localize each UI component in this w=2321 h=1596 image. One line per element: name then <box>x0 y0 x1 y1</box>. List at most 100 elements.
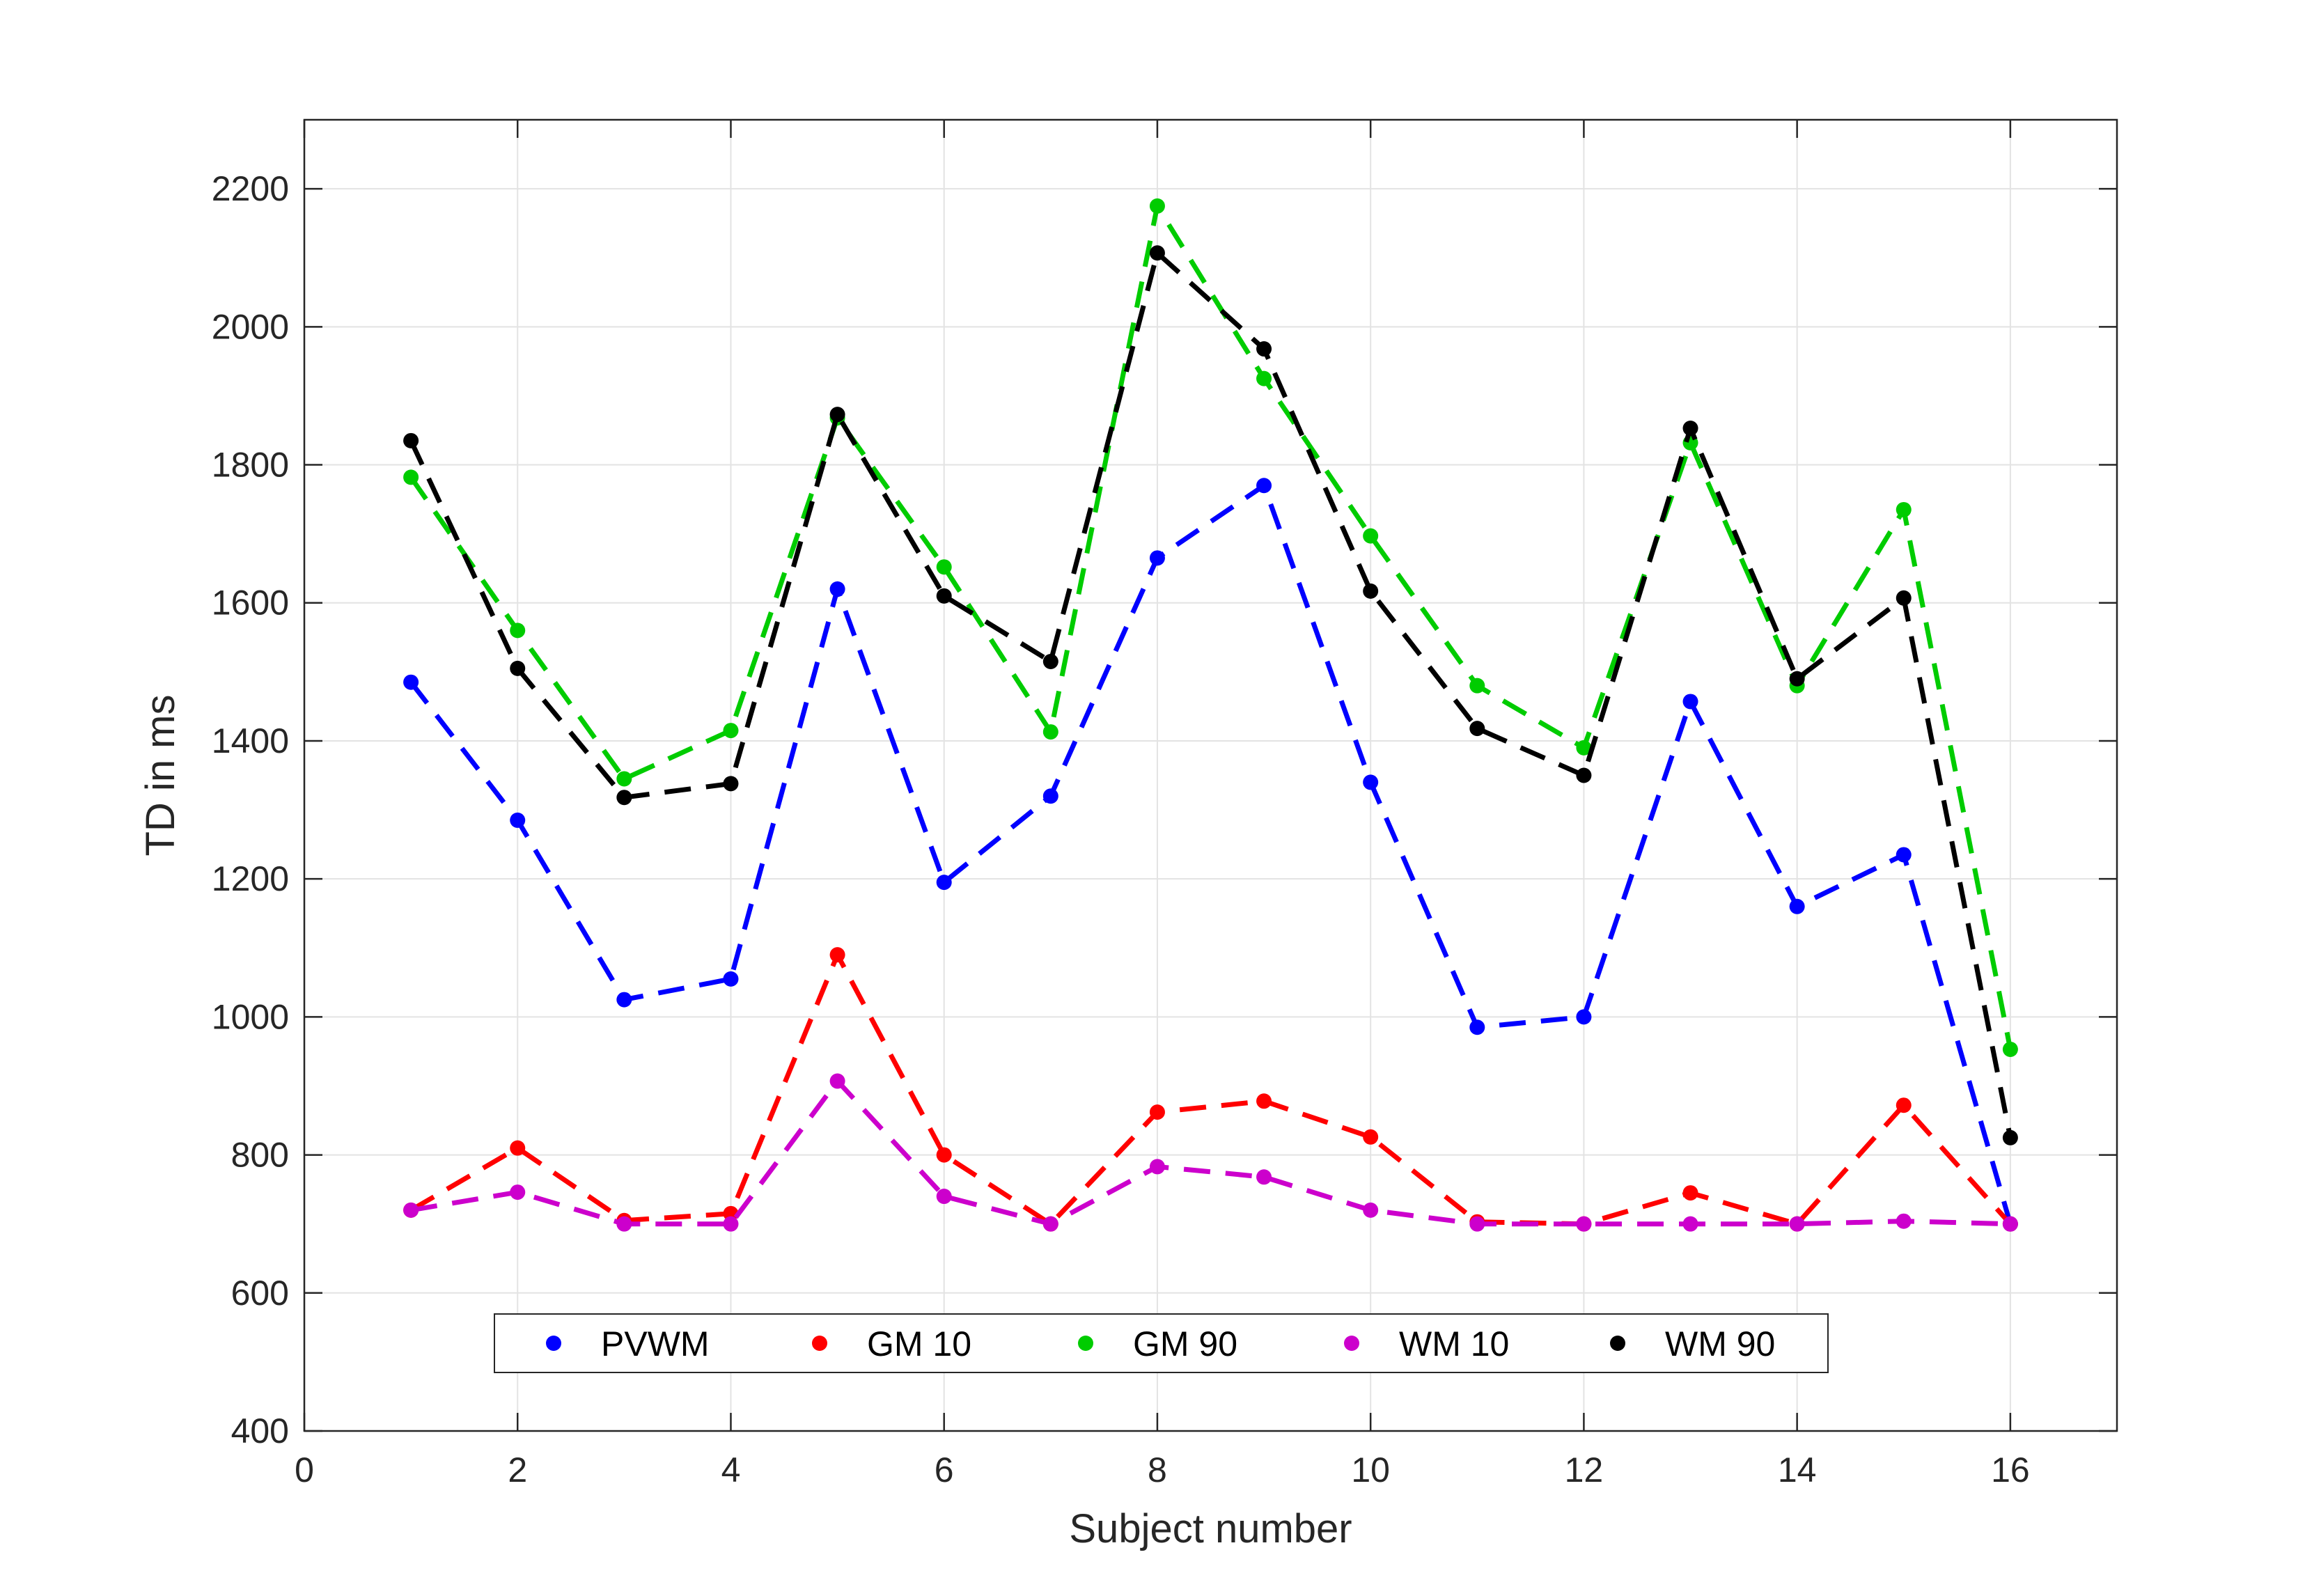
x-tick-label: 14 <box>1778 1450 1817 1489</box>
data-point <box>2002 1216 2018 1232</box>
data-point <box>1789 898 1805 914</box>
data-point <box>1896 590 1912 606</box>
x-tick-label: 16 <box>1991 1450 2030 1489</box>
series-gm-90 <box>403 198 2018 1057</box>
data-point <box>1149 550 1165 566</box>
data-point <box>936 588 952 604</box>
data-point <box>510 1140 526 1156</box>
data-point <box>1149 245 1165 261</box>
x-tick-label: 10 <box>1351 1450 1390 1489</box>
data-point <box>1149 198 1165 214</box>
data-point <box>1256 1093 1272 1109</box>
x-tick-label: 8 <box>1148 1450 1167 1489</box>
data-point <box>723 776 739 792</box>
y-tick-label: 600 <box>231 1274 289 1313</box>
data-point <box>1576 740 1592 756</box>
data-point <box>829 947 845 963</box>
y-tick-label: 2000 <box>212 307 289 346</box>
data-point <box>1149 1159 1165 1175</box>
data-point <box>1896 847 1912 863</box>
data-point <box>616 1216 632 1232</box>
data-point <box>936 1147 952 1163</box>
data-point <box>616 790 632 806</box>
data-point <box>936 875 952 891</box>
axes-box <box>303 118 2118 1432</box>
data-point <box>1469 678 1485 694</box>
data-point <box>403 469 419 485</box>
data-point <box>1682 1216 1698 1232</box>
data-point <box>1363 1129 1379 1145</box>
y-tick-label: 1400 <box>212 721 289 760</box>
legend-label: WM 10 <box>1399 1324 1509 1363</box>
x-tick-label: 4 <box>721 1450 741 1489</box>
data-point <box>616 992 632 1008</box>
data-point <box>403 432 419 448</box>
data-point <box>1363 528 1379 544</box>
plot-area <box>304 120 2117 1431</box>
data-point <box>1042 653 1058 669</box>
data-point <box>510 812 526 828</box>
x-tick-label: 2 <box>508 1450 527 1489</box>
data-point <box>1682 421 1698 437</box>
data-point <box>510 1184 526 1200</box>
data-point <box>403 674 419 690</box>
legend-label: GM 90 <box>1133 1324 1237 1363</box>
data-point <box>510 623 526 639</box>
y-tick-label: 1800 <box>212 446 289 485</box>
data-point <box>1576 767 1592 783</box>
y-tick-label: 800 <box>231 1136 289 1175</box>
y-tick-label: 1000 <box>212 997 289 1036</box>
series-line <box>410 1077 2010 1227</box>
data-point <box>1469 721 1485 737</box>
data-point <box>1042 1216 1058 1232</box>
y-tick-label: 1200 <box>212 859 289 898</box>
data-point <box>2002 1041 2018 1057</box>
data-point <box>1363 583 1379 599</box>
axes: 0 2 4 6 8 10 12 14 16 400 600 800 1000 1200 1400 1600 18… <box>212 118 2118 1489</box>
data-point <box>1682 1185 1698 1201</box>
data-point <box>1896 501 1912 517</box>
series-wm-90 <box>403 245 2018 1145</box>
legend-marker <box>812 1336 827 1351</box>
x-tick-label: 0 <box>295 1450 314 1489</box>
series-pvwm <box>403 478 2018 1232</box>
legend: PVWM GM 10 GM 90 WM 10 WM 90 <box>494 1313 1829 1373</box>
data-point <box>1576 1009 1592 1025</box>
series-line <box>409 948 2013 1228</box>
data-point <box>723 723 739 739</box>
data-point <box>1789 1216 1805 1232</box>
data-point <box>1789 671 1805 687</box>
data-point <box>1256 341 1272 357</box>
legend-label: GM 10 <box>867 1324 971 1363</box>
legend-marker <box>1344 1336 1359 1351</box>
data-point <box>1256 478 1272 494</box>
legend-marker <box>1078 1336 1093 1351</box>
series-layer <box>403 198 2018 1232</box>
y-tick-label: 1600 <box>212 584 289 623</box>
data-point <box>723 1216 739 1232</box>
series-wm-10 <box>403 1073 2018 1232</box>
data-point <box>829 581 845 597</box>
data-point <box>829 1073 845 1089</box>
data-point <box>2002 1129 2018 1145</box>
data-point <box>1256 1169 1272 1185</box>
legend-box <box>494 1313 1829 1373</box>
data-point <box>1042 788 1058 804</box>
data-point <box>1896 1213 1912 1229</box>
data-point <box>1896 1097 1912 1113</box>
y-tick-label: 400 <box>231 1411 289 1450</box>
data-point <box>1682 694 1698 710</box>
data-point <box>616 771 632 787</box>
series-line <box>408 248 2013 1139</box>
data-point <box>936 1189 952 1205</box>
x-axis-label: Subject number <box>1069 1506 1352 1551</box>
data-point <box>1469 1216 1485 1232</box>
data-point <box>1042 724 1058 740</box>
x-tick-label: 6 <box>935 1450 954 1489</box>
data-point <box>1469 1019 1485 1035</box>
legend-marker <box>546 1336 561 1351</box>
legend-marker <box>1610 1336 1625 1351</box>
y-axis-label: TD in ms <box>138 695 183 856</box>
data-point <box>1363 1202 1379 1218</box>
